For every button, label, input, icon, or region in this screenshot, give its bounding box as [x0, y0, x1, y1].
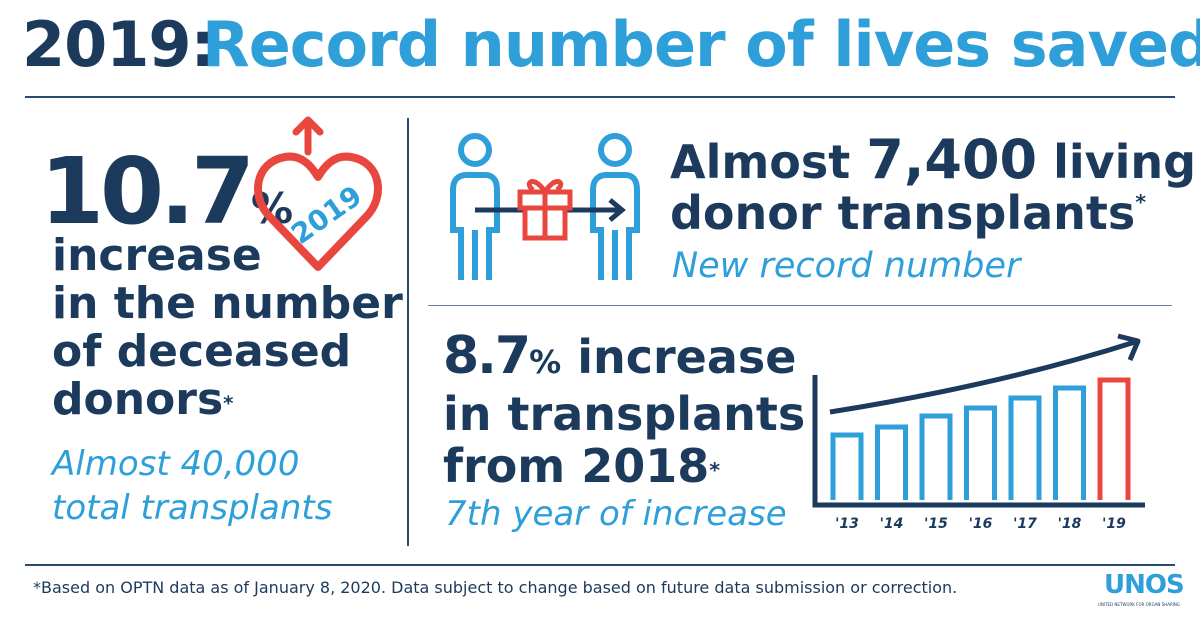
bar-shape	[830, 432, 864, 500]
x-tick-label: '19	[1102, 516, 1126, 532]
x-tick-label: '13	[835, 516, 859, 532]
subtext: Almost 40,000 total transplants	[52, 442, 332, 530]
logo: UNOS	[1104, 570, 1185, 600]
subtext: New record number	[672, 246, 1021, 286]
line: donors	[52, 374, 224, 425]
arrow	[292, 116, 324, 156]
headline: Almost 7,400 living	[670, 128, 1196, 191]
title-year: 2019:	[22, 8, 215, 81]
line: increase	[577, 330, 797, 384]
description: increase in the number of deceased donor…	[52, 232, 403, 424]
bar-shape	[919, 413, 953, 500]
growth-text: 8.7% increase in transplants from 2018*	[443, 330, 805, 492]
line: donor transplants	[670, 186, 1136, 240]
footnote: *Based on OPTN data as of January 8, 202…	[33, 578, 958, 597]
x-tick-label: '17	[1013, 516, 1037, 532]
line: total transplants	[52, 488, 333, 528]
divider	[25, 564, 1175, 566]
donor-icon	[450, 133, 640, 280]
trend-arrow	[829, 333, 1141, 415]
stat-unit: %	[529, 343, 562, 381]
line: donors*	[52, 376, 403, 424]
person	[590, 133, 640, 280]
divider	[407, 118, 409, 546]
subtext: 7th year of increase	[445, 494, 787, 534]
bar-shape	[1008, 395, 1042, 500]
person	[450, 133, 500, 280]
line: in transplants	[443, 387, 806, 441]
bar-shape	[875, 424, 908, 500]
prefix: Almost	[670, 135, 851, 189]
trend-chart: '13 '14 '15 '16 '17 '18 '19	[812, 333, 1145, 532]
line: increase	[52, 230, 262, 281]
axis	[812, 375, 1145, 508]
logo-subtitle: UNITED NETWORK FOR ORGAN SHARING	[1098, 602, 1181, 607]
bar-shape	[1053, 385, 1086, 500]
stat: 10.7%	[40, 138, 293, 245]
divider	[428, 305, 1172, 306]
divider	[25, 96, 1175, 98]
stat-value: 8.7	[443, 326, 531, 386]
asterisk: *	[1135, 190, 1147, 215]
asterisk: *	[223, 391, 234, 415]
heart-icon: 2019	[254, 116, 382, 271]
line: in the number	[52, 278, 403, 329]
line: from 2018	[443, 439, 710, 493]
x-tick-label: '18	[1058, 516, 1082, 532]
line: from 2018*	[443, 440, 805, 492]
bar-shape	[1097, 377, 1131, 500]
suffix: living	[1053, 135, 1197, 189]
line: Almost 40,000	[52, 444, 300, 484]
bar-shape	[964, 405, 997, 500]
headline-line: donor transplants*	[670, 186, 1146, 240]
gift	[517, 179, 573, 241]
stat-value: 7,400	[866, 128, 1038, 191]
x-tick-label: '14	[880, 516, 904, 532]
line: of deceased	[52, 326, 352, 377]
x-tick-label: '16	[969, 516, 993, 532]
line: 8.7% increase	[443, 330, 805, 388]
title: Record number of lives saved	[202, 8, 1200, 81]
x-tick-label: '15	[924, 516, 948, 532]
icon-text: 2019	[285, 179, 368, 251]
asterisk: *	[709, 458, 721, 483]
stat-value: 10.7	[40, 138, 255, 245]
heart	[254, 152, 382, 271]
